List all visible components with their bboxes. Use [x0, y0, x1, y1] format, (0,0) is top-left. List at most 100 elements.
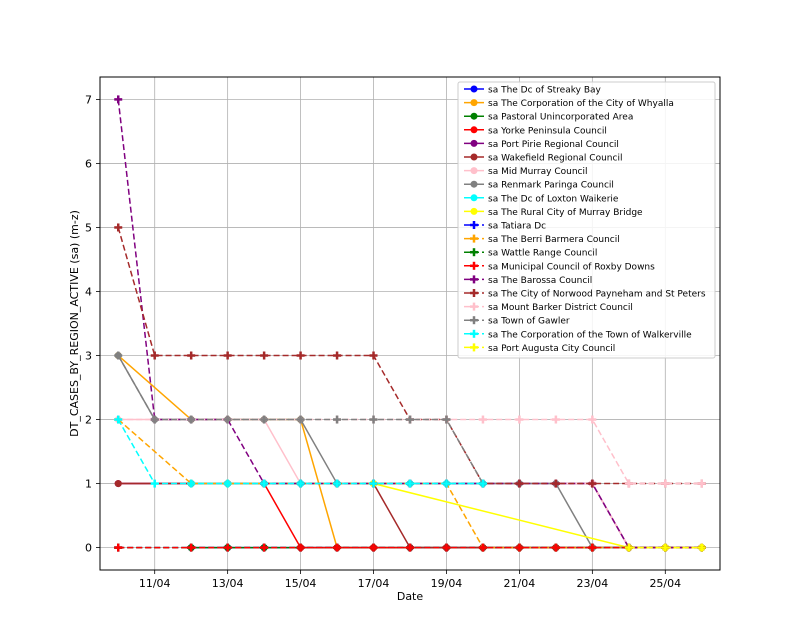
data-point	[114, 223, 123, 232]
series-line	[117, 354, 702, 549]
legend-label: sa The Dc of Loxton Waikerie	[488, 194, 619, 204]
data-point	[114, 543, 123, 552]
data-point	[624, 479, 633, 488]
legend-label: sa Municipal Council of Roxby Downs	[488, 262, 655, 272]
data-point	[260, 351, 269, 360]
data-point	[369, 415, 378, 424]
legend: sa The Dc of Streaky Bay sa The Corporati…	[457, 81, 716, 359]
data-point	[470, 112, 478, 120]
legend-item: sa Wattle Range Council	[464, 248, 597, 259]
data-point	[223, 415, 232, 424]
y-axis: 0 1 2 3 4 5 6 7	[85, 93, 100, 555]
data-point	[260, 479, 269, 488]
legend-item: sa Municipal Council of Roxby Downs	[464, 261, 655, 272]
data-point	[470, 153, 478, 161]
y-tick-label: 1	[85, 478, 92, 491]
data-point	[470, 302, 478, 311]
legend-item: sa Pastoral Unincorporated Area	[464, 112, 633, 123]
data-point	[114, 95, 123, 104]
legend-label: sa Town of Gawler	[488, 317, 570, 327]
data-point	[406, 415, 414, 424]
data-point	[333, 543, 342, 552]
legend-item: sa Port Pirie Regional Council	[464, 139, 619, 150]
legend-item: sa Renmark Paringa Council	[464, 180, 614, 191]
series-17	[114, 415, 706, 488]
data-point	[333, 479, 342, 488]
data-point	[114, 480, 122, 488]
x-tick-label: 17/04	[358, 577, 390, 590]
legend-label: sa Tatiara Dc	[488, 222, 546, 232]
y-tick-label: 2	[85, 414, 92, 427]
x-tick-label: 25/04	[649, 577, 681, 590]
x-tick-label: 23/04	[577, 577, 609, 590]
data-point	[470, 180, 478, 188]
data-point	[223, 543, 232, 552]
data-point	[369, 543, 378, 552]
legend-label: sa Port Augusta City Council	[488, 344, 615, 354]
data-point	[333, 415, 342, 424]
data-point	[296, 351, 305, 360]
data-point	[187, 351, 196, 360]
data-point	[661, 479, 670, 488]
data-point	[114, 351, 123, 360]
data-point	[470, 207, 478, 215]
legend-item: sa The Corporation of the City of Whyall…	[464, 99, 674, 109]
series-19	[114, 415, 487, 488]
data-point	[470, 85, 478, 93]
data-point	[470, 221, 478, 229]
data-point	[588, 415, 597, 424]
series-5	[114, 480, 706, 552]
legend-box	[457, 81, 716, 359]
legend-label: sa The Dc of Streaky Bay	[488, 86, 602, 96]
legend-label: sa Wakefield Regional Council	[488, 154, 622, 164]
y-axis-label: DT_CASES_BY_REGION_ACTIVE (sa) (m-z)	[68, 210, 81, 437]
data-point	[187, 479, 196, 488]
series-20	[624, 543, 706, 552]
data-point	[551, 479, 560, 488]
x-tick-label: 15/04	[285, 577, 317, 590]
legend-label: sa The Barossa Council	[488, 276, 592, 286]
plot-frame	[99, 76, 721, 571]
data-point	[369, 351, 378, 360]
data-point	[296, 543, 305, 552]
legend-label: sa Yorke Peninsula Council	[488, 126, 607, 136]
x-axis-label: Date	[397, 590, 424, 603]
data-point	[187, 543, 196, 552]
series-line	[118, 418, 702, 485]
legend-label: sa Mount Barker District Council	[488, 303, 633, 313]
y-tick-label: 6	[85, 157, 92, 170]
legend-label: sa The City of Norwood Payneham and St P…	[488, 290, 706, 300]
data-point	[470, 261, 478, 270]
series-6	[114, 480, 706, 552]
legend-label: sa The Rural City of Murray Bridge	[488, 208, 643, 218]
data-point	[515, 415, 524, 424]
legend-label: sa Renmark Paringa Council	[488, 181, 614, 191]
data-point	[296, 415, 305, 424]
data-point	[114, 415, 123, 424]
legend-item: sa The Dc of Streaky Bay	[464, 85, 602, 96]
data-point	[223, 479, 232, 488]
data-point	[470, 343, 478, 352]
x-axis: 11/04 13/04 15/04 17/04 19/04 21/04 23/04 25/04	[139, 570, 681, 590]
legend-label: sa The Corporation of the Town of Walker…	[488, 330, 692, 340]
legend-label: sa Port Pirie Regional Council	[488, 140, 619, 150]
data-point	[470, 139, 478, 147]
series-4	[114, 480, 706, 552]
x-tick-label: 11/04	[139, 577, 171, 590]
data-point	[150, 415, 159, 424]
series-8	[114, 352, 706, 552]
data-point	[470, 316, 478, 325]
legend-label: sa The Berri Barmera Council	[488, 235, 620, 245]
data-point	[296, 479, 305, 488]
series-line	[373, 482, 702, 549]
data-point	[470, 329, 478, 338]
data-point	[470, 126, 478, 134]
data-point	[260, 415, 269, 424]
y-tick-label: 0	[85, 542, 92, 555]
legend-item: sa Yorke Peninsula Council	[464, 126, 607, 136]
x-tick-label: 21/04	[504, 577, 536, 590]
legend-label: sa Pastoral Unincorporated Area	[488, 113, 633, 123]
data-point	[624, 543, 633, 552]
legend-item: sa Wakefield Regional Council	[464, 153, 622, 164]
series-layer	[114, 95, 706, 552]
